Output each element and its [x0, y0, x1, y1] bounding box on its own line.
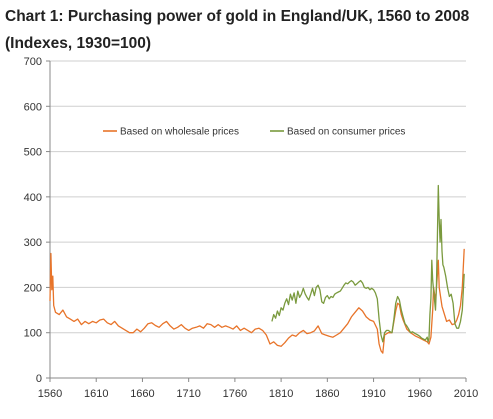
x-tick-label: 1760 [223, 388, 247, 400]
gridlines [50, 60, 466, 334]
legend-label: Based on wholesale prices [120, 127, 239, 138]
x-tick-label: 1610 [84, 388, 108, 400]
x-tick-label: 1810 [269, 388, 293, 400]
x-tick-label: 1660 [130, 388, 154, 400]
x-tick-label: 2010 [454, 388, 478, 400]
x-tick-label: 1860 [315, 388, 339, 400]
series-line-consumer [271, 184, 465, 343]
chart-title: Chart 1: Purchasing power of gold in Eng… [5, 8, 470, 52]
series-line-wholesale [49, 248, 465, 354]
legend: Based on wholesale prices Based on consum… [103, 127, 405, 138]
x-axis-ticks: 1560 1610 1660 1710 1760 1810 1860 1910 1960 2010 [38, 378, 478, 400]
y-tick-label: 0 [36, 373, 42, 385]
y-tick-label: 600 [24, 101, 42, 113]
x-tick-label: 1910 [361, 388, 385, 400]
y-tick-label: 700 [24, 56, 42, 68]
x-tick-label: 1560 [38, 388, 62, 400]
y-tick-label: 100 [24, 328, 42, 340]
y-tick-label: 500 [24, 147, 42, 159]
y-axis-ticks: 0 100 200 300 400 500 600 700 [24, 56, 50, 385]
axes [49, 61, 466, 379]
y-tick-label: 200 [24, 282, 42, 294]
y-tick-label: 300 [24, 237, 42, 249]
x-tick-label: 1710 [176, 388, 200, 400]
series-lines [49, 184, 465, 354]
x-tick-label: 1960 [408, 388, 432, 400]
y-tick-label: 400 [24, 192, 42, 204]
legend-label: Based on consumer prices [287, 127, 405, 138]
